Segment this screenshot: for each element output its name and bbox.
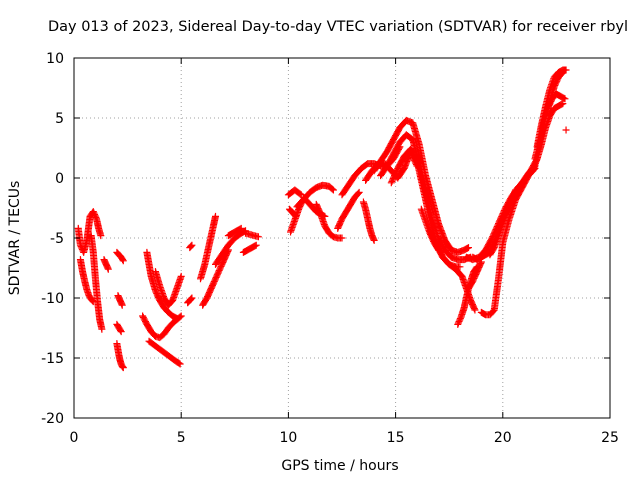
data-point — [558, 69, 566, 77]
data-point — [118, 301, 126, 309]
data-point — [370, 236, 378, 244]
y-axis-ticks: -20 -15 -10 -5 0 5 10 — [41, 51, 610, 427]
data-point — [116, 326, 124, 334]
y-tick-label: 0 — [55, 171, 64, 187]
data-point — [177, 272, 185, 280]
y-tick-label: -15 — [41, 351, 64, 367]
data-point — [188, 294, 196, 302]
data-point — [477, 259, 485, 267]
series-arc45 — [542, 68, 567, 120]
x-axis-ticks: 0 5 10 15 20 25 — [70, 58, 619, 446]
series-arc11 — [145, 337, 184, 368]
series-arc21 — [284, 186, 305, 199]
data-point — [329, 186, 337, 194]
data-point — [470, 305, 478, 313]
series-arc27 — [334, 188, 363, 232]
data-point — [176, 360, 184, 368]
series-arc5 — [113, 248, 127, 265]
series-arc26 — [312, 200, 346, 242]
chart-title: Day 013 of 2023, Sidereal Day-to-day VTE… — [48, 19, 628, 35]
series-arc3 — [87, 232, 106, 333]
data-point — [119, 256, 127, 264]
data-point — [186, 296, 194, 304]
data-point — [119, 364, 127, 372]
y-axis-label: SDTVAR / TECUs — [7, 181, 23, 296]
series-arc4 — [100, 256, 112, 273]
series-arc41 — [486, 186, 520, 259]
data-point — [354, 189, 362, 197]
series-arc7 — [113, 320, 125, 336]
data-point — [175, 359, 183, 367]
data-point — [212, 212, 220, 220]
data-point — [512, 186, 520, 194]
data-point — [254, 233, 262, 241]
x-axis-label: GPS time / hours — [281, 458, 398, 474]
series-arc46 — [562, 126, 570, 134]
series-arc39 — [464, 258, 485, 292]
data-point — [511, 187, 519, 195]
data-point — [98, 325, 106, 333]
series-arc35 — [426, 227, 479, 314]
data-point — [328, 185, 336, 193]
x-tick-label: 15 — [387, 430, 405, 446]
data-point — [187, 242, 195, 250]
series-arc20 — [242, 229, 262, 241]
y-tick-label: -10 — [41, 291, 64, 307]
data-point — [117, 328, 125, 336]
data-point — [338, 234, 346, 242]
series-arc12 — [151, 268, 185, 309]
data-point — [89, 297, 97, 305]
data-point — [296, 190, 304, 198]
y-tick-label: 5 — [55, 111, 64, 127]
series-arc13 — [184, 294, 196, 307]
y-tick-label: 10 — [46, 51, 64, 67]
data-point — [104, 265, 112, 273]
plot-frame — [73, 57, 611, 419]
data-point — [252, 241, 260, 249]
data-point — [355, 188, 363, 196]
y-tick-label: -20 — [41, 411, 64, 427]
x-tick-label: 20 — [494, 430, 512, 446]
data-point — [560, 94, 568, 102]
data-point — [177, 312, 185, 320]
data-point — [119, 257, 127, 265]
series-arc14 — [186, 241, 196, 252]
series-arc2 — [76, 256, 97, 306]
series-arc19 — [239, 241, 260, 256]
series-arc29 — [359, 198, 378, 244]
x-tick-label: 5 — [177, 430, 186, 446]
data-point — [456, 263, 464, 271]
series-arc6 — [114, 292, 126, 309]
x-tick-label: 25 — [601, 430, 619, 446]
data-point — [97, 232, 105, 240]
data-point — [559, 68, 567, 76]
data-point — [237, 224, 245, 232]
x-tick-label: 10 — [279, 430, 297, 446]
data-point — [471, 306, 479, 314]
series-arc1 — [74, 208, 105, 256]
data-point — [176, 313, 184, 321]
x-tick-label: 0 — [70, 430, 79, 446]
series-arc18 — [224, 224, 245, 240]
data-point — [477, 258, 485, 266]
data-point — [559, 100, 567, 108]
data-point — [186, 243, 194, 251]
data-point — [561, 95, 569, 103]
series-arc15 — [196, 212, 220, 283]
data-point — [188, 241, 196, 249]
data-points — [74, 66, 570, 372]
series-arc8 — [113, 340, 127, 372]
series-arc31 — [370, 116, 472, 256]
data-point — [187, 295, 195, 303]
series-arc9 — [143, 248, 181, 322]
y-tick-label: -5 — [50, 231, 64, 247]
data-point — [464, 244, 472, 252]
data-point — [562, 126, 570, 134]
series-arc10 — [139, 312, 185, 342]
